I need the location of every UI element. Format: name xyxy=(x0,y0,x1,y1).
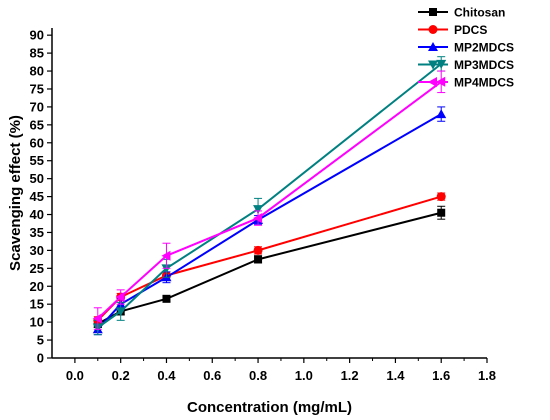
series-layer xyxy=(92,56,447,336)
data-point-chitosan xyxy=(162,294,171,303)
legend-label-chitosan: Chitosan xyxy=(454,6,505,20)
legend-label-mp4mdcs: MP4MDCS xyxy=(454,76,514,90)
axes: 0.0 0.2 0.4 0.6 0.8 1.0 1.2 1.4 1.6 1.8 0 5 10 15 20 25… xyxy=(30,28,497,383)
x-tick-label: 0.2 xyxy=(112,368,130,383)
y-tick-label: 35 xyxy=(30,225,44,240)
legend-marker xyxy=(428,25,438,34)
x-tick-label: 1.4 xyxy=(386,368,405,383)
legend: Chitosan PDCS MP2MDCS MP3MDCS MP4MDCS xyxy=(418,6,514,90)
series-line-pdcs xyxy=(97,195,442,322)
data-point-mp4mdcs xyxy=(161,250,171,261)
data-point-chitosan xyxy=(437,208,446,217)
data-point-mp4mdcs xyxy=(253,213,263,224)
legend-marker xyxy=(428,60,438,70)
data-point-pdcs xyxy=(253,245,263,255)
x-tick-label: 0.6 xyxy=(203,368,221,383)
legend-marker xyxy=(428,42,438,51)
legend-marker xyxy=(428,77,437,87)
x-tick-label: 1.8 xyxy=(478,368,496,383)
data-point-mp4mdcs xyxy=(115,292,125,303)
series-chitosan xyxy=(93,205,446,329)
legend-item-pdcs: PDCS xyxy=(418,23,487,37)
y-tick-label: 75 xyxy=(30,81,44,96)
y-tick-label: 70 xyxy=(30,99,44,114)
data-point-mp3mdcs xyxy=(253,205,264,215)
y-tick-label: 60 xyxy=(30,135,44,150)
y-axis-title: Scavenging effect (%) xyxy=(7,115,24,271)
data-point-mp4mdcs xyxy=(92,313,102,324)
y-tick-label: 0 xyxy=(37,351,44,366)
y-tick-label: 80 xyxy=(30,64,44,79)
x-tick-label: 1.2 xyxy=(341,368,359,383)
x-tick-label: 1.0 xyxy=(295,368,313,383)
legend-label-mp3mdcs: MP3MDCS xyxy=(454,58,514,72)
y-tick-label: 20 xyxy=(30,279,44,294)
series-line-mp2mdcs xyxy=(97,113,442,330)
legend-label-pdcs: PDCS xyxy=(454,23,487,37)
legend-item-chitosan: Chitosan xyxy=(418,6,505,20)
y-tick-label: 40 xyxy=(30,207,44,222)
data-point-pdcs xyxy=(436,192,446,202)
legend-item-mp4mdcs: MP4MDCS xyxy=(418,76,514,90)
legend-label-mp2mdcs: MP2MDCS xyxy=(454,41,514,55)
data-point-mp2mdcs xyxy=(436,109,447,119)
y-tick-label: 25 xyxy=(30,261,44,276)
series-mp2mdcs xyxy=(92,106,447,336)
y-tick-label: 5 xyxy=(37,333,44,348)
legend-marker xyxy=(429,8,437,16)
x-tick-label: 0.8 xyxy=(249,368,267,383)
series-line-chitosan xyxy=(97,211,442,325)
data-point-chitosan xyxy=(254,255,263,264)
data-point-mp3mdcs xyxy=(115,307,126,317)
y-tick-label: 50 xyxy=(30,171,44,186)
y-tick-label: 30 xyxy=(30,243,44,258)
series-mp3mdcs xyxy=(92,56,447,336)
y-tick-label: 55 xyxy=(30,153,44,168)
x-axis-title: Concentration (mg/mL) xyxy=(187,399,352,416)
x-tick-label: 0.4 xyxy=(157,368,176,383)
y-tick-label: 10 xyxy=(30,315,44,330)
x-tick-label: 0.0 xyxy=(66,368,84,383)
y-tick-label: 85 xyxy=(30,46,44,61)
y-tick-label: 15 xyxy=(30,297,44,312)
legend-item-mp3mdcs: MP3MDCS xyxy=(418,58,514,72)
x-tick-label: 1.6 xyxy=(432,368,450,383)
y-tick-label: 90 xyxy=(30,28,44,43)
y-tick-label: 65 xyxy=(30,117,44,132)
y-tick-label: 45 xyxy=(30,189,44,204)
legend-item-mp2mdcs: MP2MDCS xyxy=(418,41,514,55)
